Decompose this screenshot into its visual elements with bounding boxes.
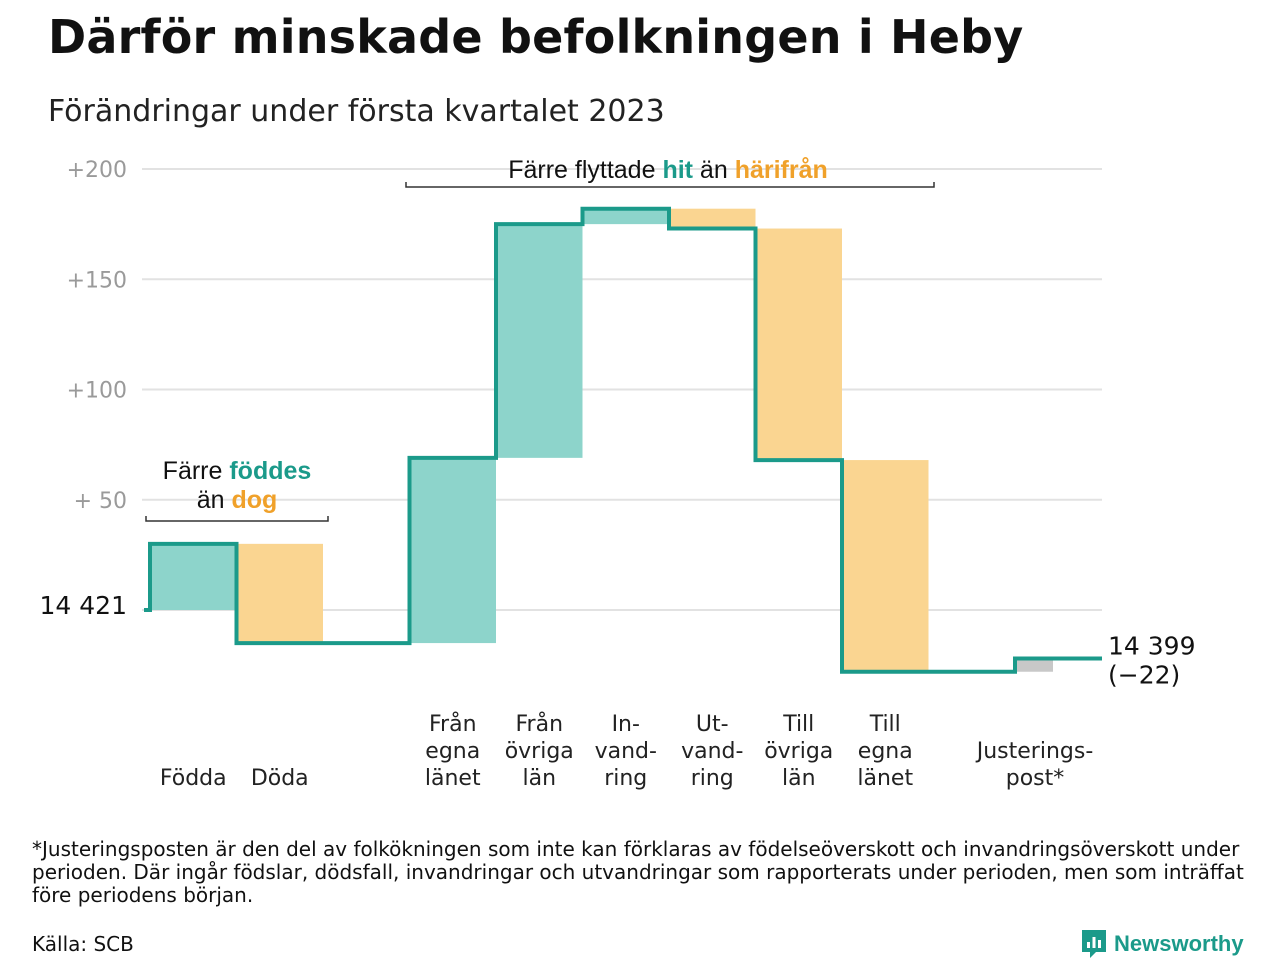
y-tick-label: +200 — [67, 158, 127, 183]
footnote: *Justeringsposten är den del av folkökni… — [32, 837, 1244, 907]
category-label-till_ovriga: Till — [782, 712, 814, 737]
category-label-utvandring: vand- — [681, 739, 743, 764]
category-label-till_egna: Till — [869, 712, 901, 737]
category-label-justeringspost: post* — [1006, 766, 1065, 791]
category-label-till_egna: egna — [858, 739, 913, 764]
bar-till_egna — [842, 460, 929, 672]
category-label-doda: Döda — [251, 766, 309, 791]
category-label-utvandring: ring — [691, 766, 734, 791]
category-label-invandring: In- — [612, 712, 640, 737]
category-label-invandring: ring — [604, 766, 647, 791]
chart-title: Därför minskade befolkningen i Heby — [48, 10, 1024, 64]
category-label-till_ovriga: län — [782, 766, 816, 791]
y-tick-label: +150 — [67, 268, 127, 293]
end-labels: 14 421 14 399(−22) — [40, 591, 1196, 690]
bar-justeringspost — [1017, 658, 1053, 672]
category-label-till_egna: länet — [857, 766, 913, 791]
category-label-fran_ovriga: övriga — [505, 739, 574, 764]
category-label-fran_egna: egna — [425, 739, 480, 764]
y-tick-label: + 50 — [74, 489, 127, 514]
bar-till_ovriga — [755, 228, 842, 461]
category-label-utvandring: Ut- — [696, 712, 729, 737]
bars — [150, 208, 1053, 672]
bar-fran_ovriga — [496, 224, 583, 458]
category-label-fran_egna: Från — [429, 711, 477, 737]
source-credit: Källa: SCB — [32, 932, 134, 956]
bar-invandring — [582, 208, 669, 225]
brand: Newsworthy — [1080, 928, 1244, 960]
brand-name: Newsworthy — [1114, 931, 1244, 956]
category-label-invandring: vand- — [595, 739, 657, 764]
annotation-fodda_doda: Färre föddes — [163, 457, 312, 485]
category-labels: Födda DödaFrånegnalänetFrånövrigalänIn-va… — [160, 711, 1093, 791]
y-axis-ticks: +200 +150 +100 + 50 — [67, 158, 127, 514]
newsworthy-logo-icon — [1082, 930, 1106, 958]
category-label-fran_ovriga: Från — [515, 711, 563, 737]
bar-fran_egna — [409, 457, 496, 644]
chart-subtitle: Förändringar under första kvartalet 2023 — [48, 94, 665, 129]
running-total-line — [144, 206, 1102, 674]
category-label-fodda: Födda — [160, 766, 227, 791]
category-label-fran_egna: länet — [425, 766, 481, 791]
end-change-label: (−22) — [1108, 661, 1180, 690]
category-label-till_ovriga: övriga — [764, 739, 833, 764]
start-value-label: 14 421 — [40, 591, 127, 620]
category-label-justeringspost: Justerings- — [975, 739, 1094, 764]
running-total-path — [144, 206, 1102, 674]
annotation-fodda_doda: än dog — [197, 486, 278, 514]
bar-fodda — [150, 543, 237, 610]
category-label-fran_ovriga: län — [522, 766, 556, 791]
annotation-bracket — [405, 182, 935, 188]
bar-doda — [236, 543, 323, 644]
y-tick-label: +100 — [67, 379, 127, 404]
end-value-label: 14 399 — [1108, 632, 1195, 661]
waterfall-chart: +200+150+100+ 50 Födda DödaFrånegnalänetF… — [40, 156, 1196, 791]
annotation-bracket — [145, 516, 329, 522]
annotation-flyttade: Färre flyttade hit än härifrån — [508, 156, 828, 184]
bar-utvandring — [669, 208, 756, 229]
